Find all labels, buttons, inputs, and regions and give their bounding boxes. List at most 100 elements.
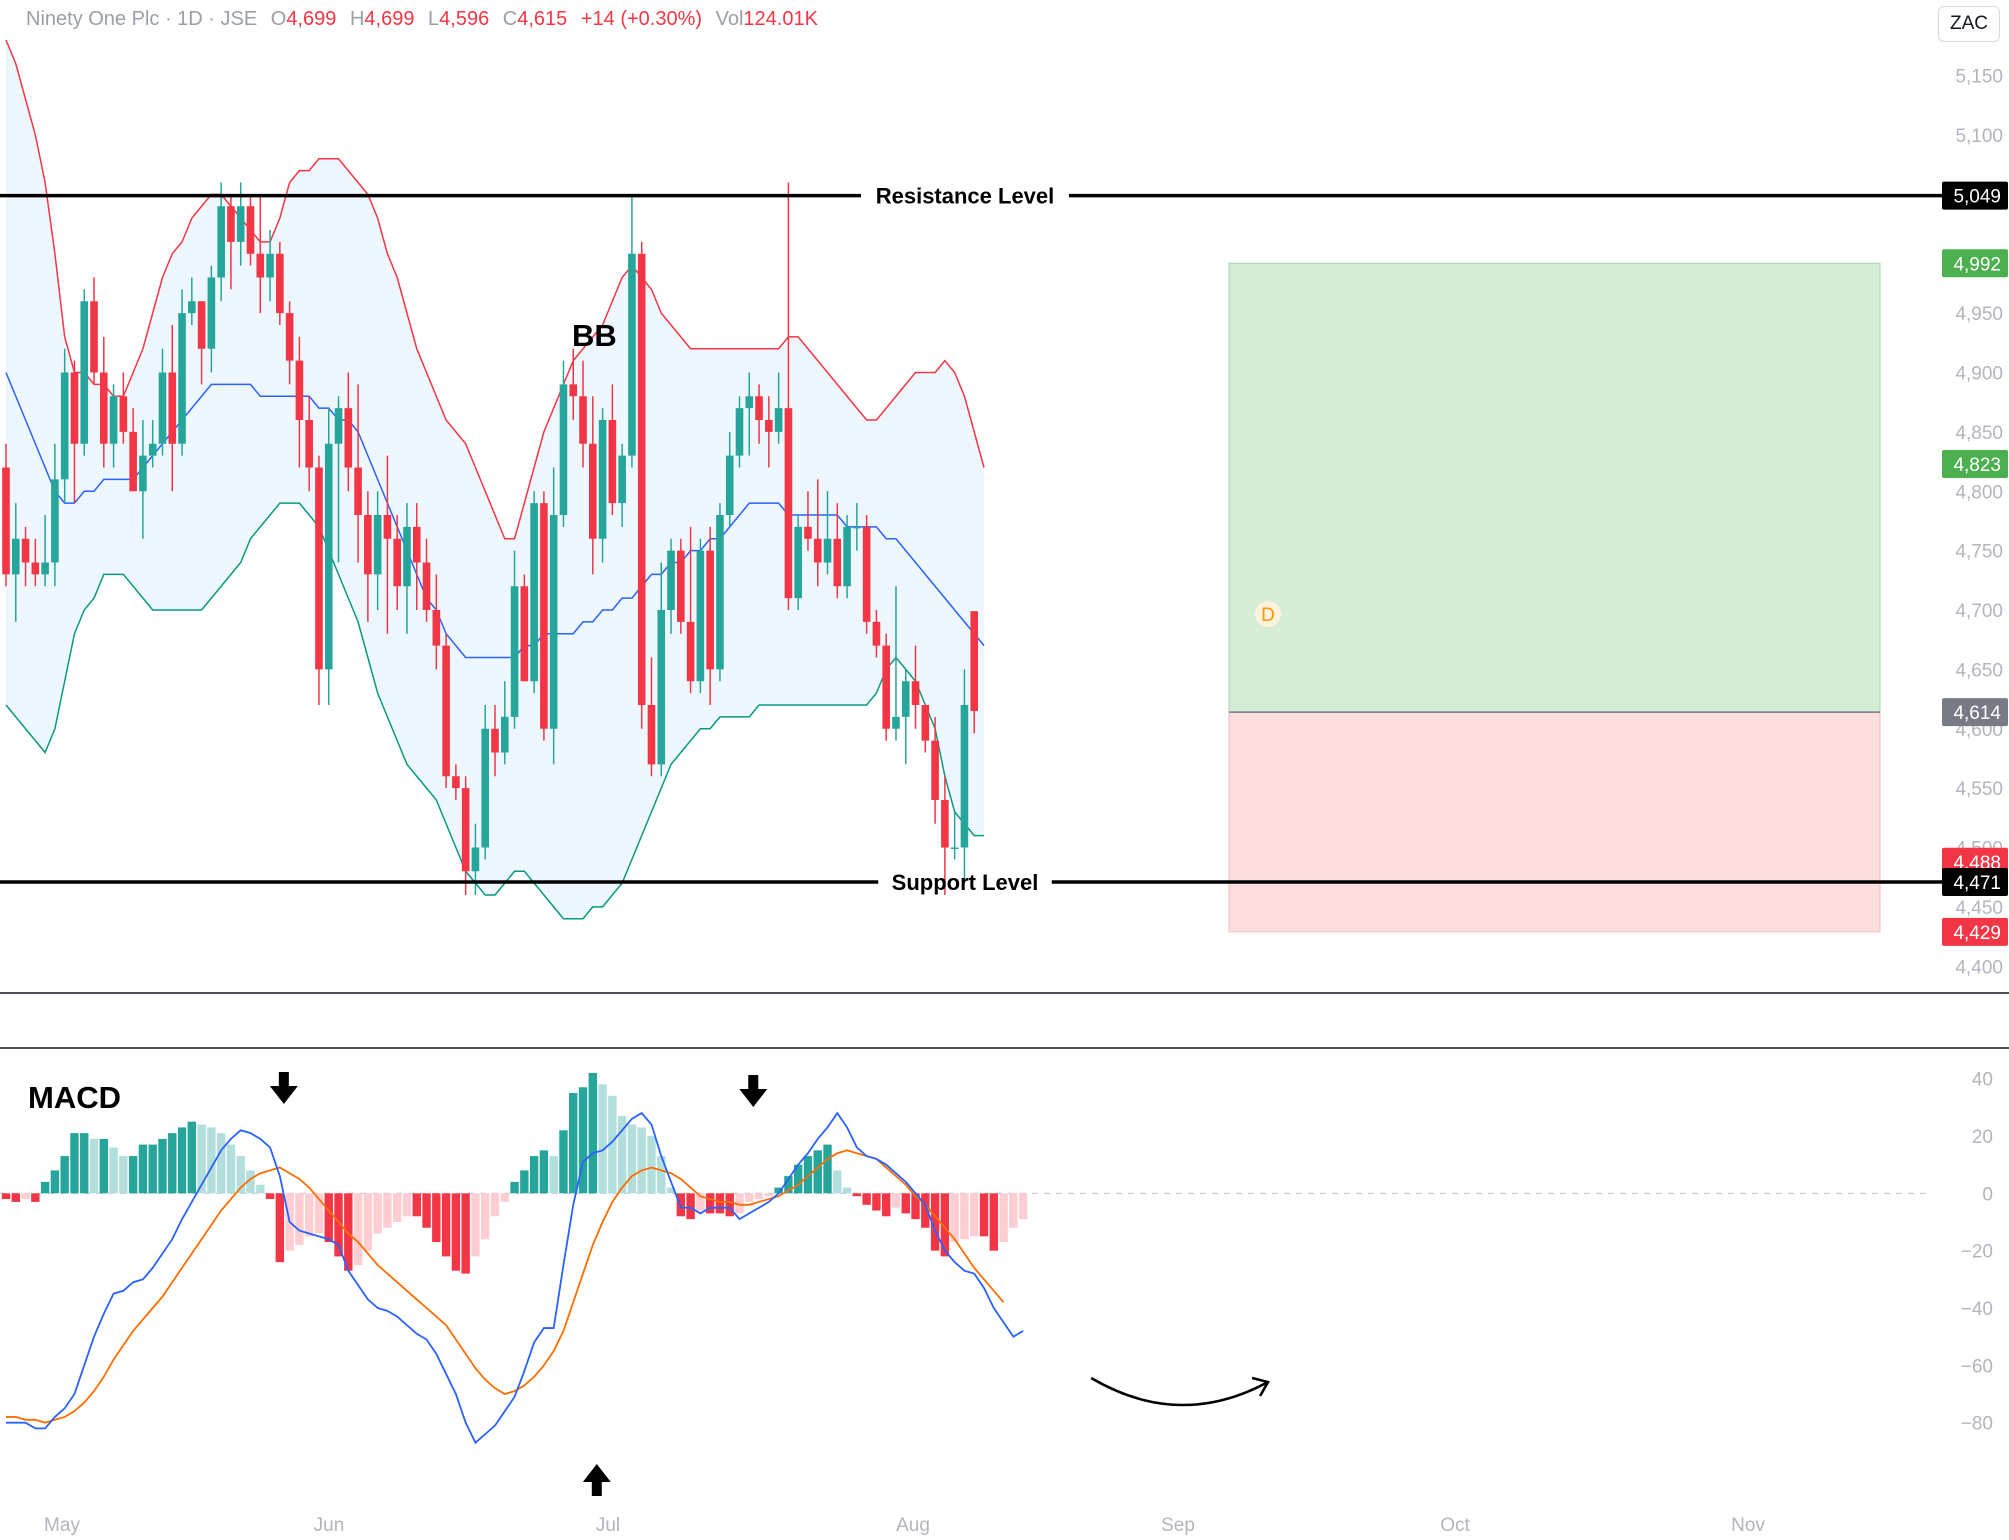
candle-body (784, 408, 793, 599)
candle-body (735, 408, 744, 456)
candle-body (41, 562, 49, 575)
candle-body (745, 396, 754, 409)
candle-body (941, 800, 949, 848)
candle-body (892, 716, 900, 729)
price-axis-tick: 4,800 (1955, 482, 2003, 503)
macd-histogram-bar (89, 1138, 99, 1194)
macd-histogram-bar (177, 1127, 187, 1194)
macd-histogram-bar (833, 1170, 842, 1194)
macd-histogram-bar (461, 1193, 470, 1274)
change-value: +14 (+0.30%) (580, 8, 703, 30)
macd-histogram-bar (608, 1095, 617, 1194)
macd-histogram-bar (441, 1193, 451, 1257)
macd-histogram-bar (686, 1193, 695, 1220)
macd-histogram-bar (168, 1133, 177, 1194)
macd-histogram-bar (793, 1164, 803, 1194)
macd-histogram-bar (226, 1144, 236, 1194)
candle-body (109, 396, 118, 444)
macd-histogram-bar (774, 1187, 783, 1194)
candle-body (285, 313, 294, 361)
price-tag-bg (1942, 181, 2008, 210)
macd-histogram-bar (402, 1193, 412, 1217)
macd-histogram-bar (950, 1193, 959, 1243)
macd-histogram-bar (432, 1193, 441, 1243)
curve-arrow (1090, 1376, 1269, 1407)
low-value: 4,596 (439, 8, 490, 30)
macd-histogram-bar (911, 1193, 920, 1220)
candle-body (60, 372, 69, 480)
macd-line (6, 1111, 1024, 1445)
macd-histogram-bar (216, 1133, 226, 1194)
candle-body (647, 705, 656, 765)
macd-histogram-bar (598, 1084, 607, 1194)
candle-body (589, 443, 597, 539)
price-axis-tick: 4,850 (1955, 423, 2003, 444)
candle-body (481, 728, 490, 848)
macd-axis-tick: −60 (1961, 1356, 1993, 1377)
candle-body (706, 550, 714, 670)
macd-histogram-bar (578, 1087, 588, 1194)
price-tag-bg (1942, 449, 2008, 478)
candle-body (950, 847, 959, 849)
candle-body (354, 467, 362, 515)
candle-body (637, 253, 646, 705)
candle-body (804, 526, 812, 539)
macd-histogram-bar (393, 1193, 402, 1222)
macd-histogram-bar (1, 1193, 11, 1200)
price-axis-tick: 4,900 (1955, 364, 2003, 385)
macd-histogram-bar (979, 1193, 989, 1237)
candle-body (882, 645, 890, 729)
macd-histogram-bar (823, 1144, 832, 1194)
candle-body (256, 253, 265, 278)
price-axis-tick: 4,700 (1955, 601, 2003, 622)
macd-histogram-bar (784, 1176, 793, 1194)
candle-body (813, 538, 822, 563)
currency-button[interactable]: ZAC (1938, 6, 2000, 42)
time-axis-label: Jul (596, 1515, 620, 1536)
candle-body (364, 515, 372, 575)
candle-body (540, 503, 548, 729)
candle-body (579, 396, 587, 444)
macd-histogram-bar (940, 1193, 950, 1257)
candle-body (197, 301, 206, 349)
price-axis-tick: 4,750 (1955, 542, 2003, 563)
candle-body (31, 562, 40, 575)
macd-axis-tick: −20 (1961, 1242, 1993, 1263)
price-tag-bg (1942, 249, 2008, 278)
macd-histogram-bar (99, 1138, 108, 1194)
macd-histogram-bar (363, 1193, 373, 1251)
bb-fill (6, 40, 984, 919)
candle-body (970, 611, 979, 711)
macd-histogram-bar (657, 1156, 666, 1194)
price-tag-text: 4,471 (1953, 873, 2001, 894)
candle-body (246, 206, 255, 254)
macd-histogram-bar (324, 1193, 333, 1243)
macd-histogram-bar (539, 1150, 549, 1194)
macd-histogram-bar (11, 1193, 20, 1202)
candle-body (158, 372, 167, 444)
macd-histogram-bar (520, 1170, 529, 1194)
candle-body (178, 313, 186, 444)
close-label: C (502, 8, 518, 30)
macd-histogram-bar (1009, 1193, 1018, 1228)
macd-histogram-bar (882, 1193, 891, 1217)
candle-body (295, 360, 304, 420)
macd-axis-tick: 40 (1972, 1070, 1993, 1091)
candle-body (608, 420, 617, 504)
time-axis-label: May (44, 1515, 80, 1536)
macd-histogram-bar (705, 1193, 715, 1214)
macd-histogram-bar (148, 1144, 157, 1194)
macd-histogram-bar (383, 1193, 392, 1228)
candle-body (461, 788, 470, 872)
candle-body (471, 847, 480, 872)
macd-histogram-bar (60, 1156, 69, 1194)
candle-body (549, 515, 558, 729)
candle-body (559, 384, 568, 515)
macd-histogram-bar (21, 1193, 30, 1200)
arrow-up-icon (582, 1464, 611, 1496)
macd-histogram-bar (764, 1193, 774, 1197)
time-axis-label: Oct (1440, 1515, 1470, 1536)
candle-body (80, 301, 89, 444)
candle-body (677, 550, 685, 622)
